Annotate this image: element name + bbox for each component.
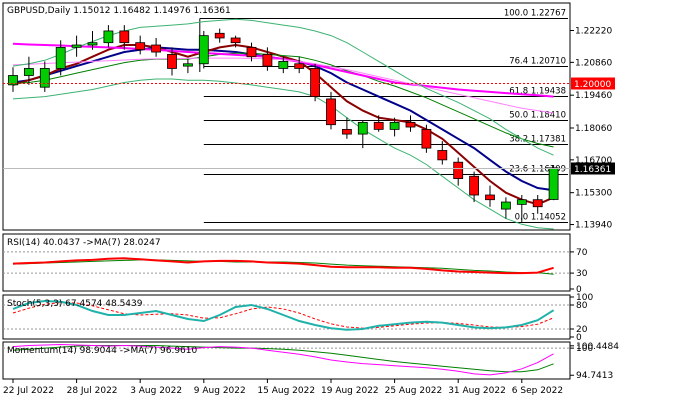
candle-body xyxy=(23,68,34,76)
time-tick-label: 3 Aug 2022 xyxy=(130,386,182,396)
pane-tick-label: 30 xyxy=(576,269,588,279)
candle-body xyxy=(135,42,146,51)
pane-tick-label: 100 xyxy=(576,344,593,354)
candle-body xyxy=(405,121,416,128)
momentum-pane: Momentum(14) 98.9044 ->MA(7) 96.9610 100… xyxy=(2,341,619,381)
time-tick-label: 28 Jul 2022 xyxy=(67,386,118,396)
candle-body xyxy=(182,63,193,67)
pane-tick-label: 0 xyxy=(576,285,582,295)
price-tick-label: 1.15300 xyxy=(575,189,612,199)
candle-body xyxy=(151,44,162,53)
candle-body xyxy=(71,44,82,48)
candle-body xyxy=(357,121,368,135)
stoch-k-line xyxy=(12,299,555,331)
pane-tick-label: 100 xyxy=(576,293,593,303)
candle-body xyxy=(437,150,448,161)
candle-body xyxy=(198,35,209,65)
candle-body xyxy=(310,68,321,97)
candle-body xyxy=(55,46,66,69)
ma-line-5 xyxy=(12,18,554,156)
stoch-lines xyxy=(3,299,570,331)
candle-body xyxy=(532,199,543,208)
time-tick-label: 9 Aug 2022 xyxy=(194,386,246,396)
pane-tick-label: 70 xyxy=(576,248,588,258)
candle-body xyxy=(230,37,241,44)
current-price-box xyxy=(571,162,615,175)
price-tick-label: 1.22220 xyxy=(575,26,612,36)
fib-label: 61.8 1.19438 xyxy=(509,87,566,97)
candle-body xyxy=(341,128,352,135)
candle-body xyxy=(8,75,18,86)
candle-body xyxy=(214,32,225,39)
chart-header: GBPUSD,Daily 1.15012 1.16482 1.14976 1.1… xyxy=(7,6,231,16)
current-price-label: 1.16361 xyxy=(574,165,611,175)
candle-body xyxy=(246,46,257,58)
fib-label: 0.0 1.14052 xyxy=(515,213,566,223)
candle-body xyxy=(421,128,432,149)
rsi-pane: RSI(14) 40.0437 ->MA(7) 28.0247 70 30 0 xyxy=(2,233,588,295)
candle-body xyxy=(516,199,527,205)
rsi-lines xyxy=(3,251,570,275)
time-tick-label: 25 Aug 2022 xyxy=(385,386,443,396)
momentum-line xyxy=(12,343,554,376)
candle-body xyxy=(453,161,464,180)
momentum-label: Momentum(14) 98.9044 ->MA(7) 96.9610 xyxy=(7,346,198,356)
ma-line-1 xyxy=(12,43,555,206)
candle-body xyxy=(469,175,480,196)
fib-label: 76.4 1.20710 xyxy=(509,57,566,67)
fib-label: 38.2 1.17381 xyxy=(509,135,566,145)
candle-body xyxy=(278,61,289,69)
time-tick-label: 15 Aug 2022 xyxy=(257,386,315,396)
ma-line-6 xyxy=(12,78,554,230)
candle-body xyxy=(39,68,50,88)
price-tick-label: 1.13940 xyxy=(575,221,612,231)
fib-label: 23.6 1.16109 xyxy=(509,165,566,175)
pane-tick-label: 94.7413 xyxy=(576,371,613,381)
candle-body xyxy=(294,63,305,69)
pane-tick-label: 0 xyxy=(576,333,582,343)
rsi-label: RSI(14) 40.0437 ->MA(7) 28.0247 xyxy=(7,238,161,248)
candle-body xyxy=(373,121,384,130)
candle-body xyxy=(262,53,273,67)
stoch-d-line xyxy=(12,302,554,329)
time-tick-label: 31 Aug 2022 xyxy=(448,386,506,396)
fib-label: 50.0 1.18410 xyxy=(509,111,566,121)
time-tick-label: 6 Sep 2022 xyxy=(512,386,563,396)
level-price-box xyxy=(571,77,615,90)
candle-body xyxy=(485,194,495,201)
candle-body xyxy=(167,53,177,69)
pane-tick-label: 80 xyxy=(576,301,588,311)
candle-body xyxy=(87,42,98,46)
candlesticks xyxy=(8,25,559,222)
candle-body xyxy=(119,30,130,44)
time-tick-label: 19 Aug 2022 xyxy=(321,386,379,396)
time-tick-label: 22 Jul 2022 xyxy=(3,386,54,396)
candle-body xyxy=(103,30,114,44)
pane-tick-label: 100.4484 xyxy=(576,342,619,352)
ma-line-2 xyxy=(12,52,554,148)
price-axis: 1.22220 1.20860 1.19460 1.18060 1.16700 1.153… xyxy=(570,26,612,231)
stoch-label: Stoch(5,3,3) 67.4574 48.5439 xyxy=(7,299,143,309)
price-tick-label: 1.16700 xyxy=(575,156,612,166)
momentum-lines xyxy=(3,343,570,376)
price-tick-label: 1.18060 xyxy=(575,124,612,134)
candle-body xyxy=(326,98,336,126)
rsi-line xyxy=(12,257,554,275)
price-tick-label: 1.19460 xyxy=(575,91,612,101)
pane-tick-label: 20 xyxy=(576,325,588,335)
candle-body xyxy=(389,121,400,130)
price-pane: 100.0 1.22767 76.4 1.20710 61.8 1.19438 50.… xyxy=(2,2,615,231)
level-price-label: 1.20000 xyxy=(574,80,611,90)
fibonacci-levels: 100.0 1.22767 76.4 1.20710 61.8 1.19438 50.… xyxy=(199,9,568,223)
price-tick-label: 1.20860 xyxy=(575,58,612,68)
fib-label: 100.0 1.22767 xyxy=(504,9,566,19)
time-axis: 22 Jul 2022 28 Jul 2022 3 Aug 2022 9 Aug 20… xyxy=(3,379,563,396)
candle-body xyxy=(500,201,511,210)
candle-body xyxy=(548,167,559,200)
rsi-axis: 70 30 0 xyxy=(570,248,588,295)
